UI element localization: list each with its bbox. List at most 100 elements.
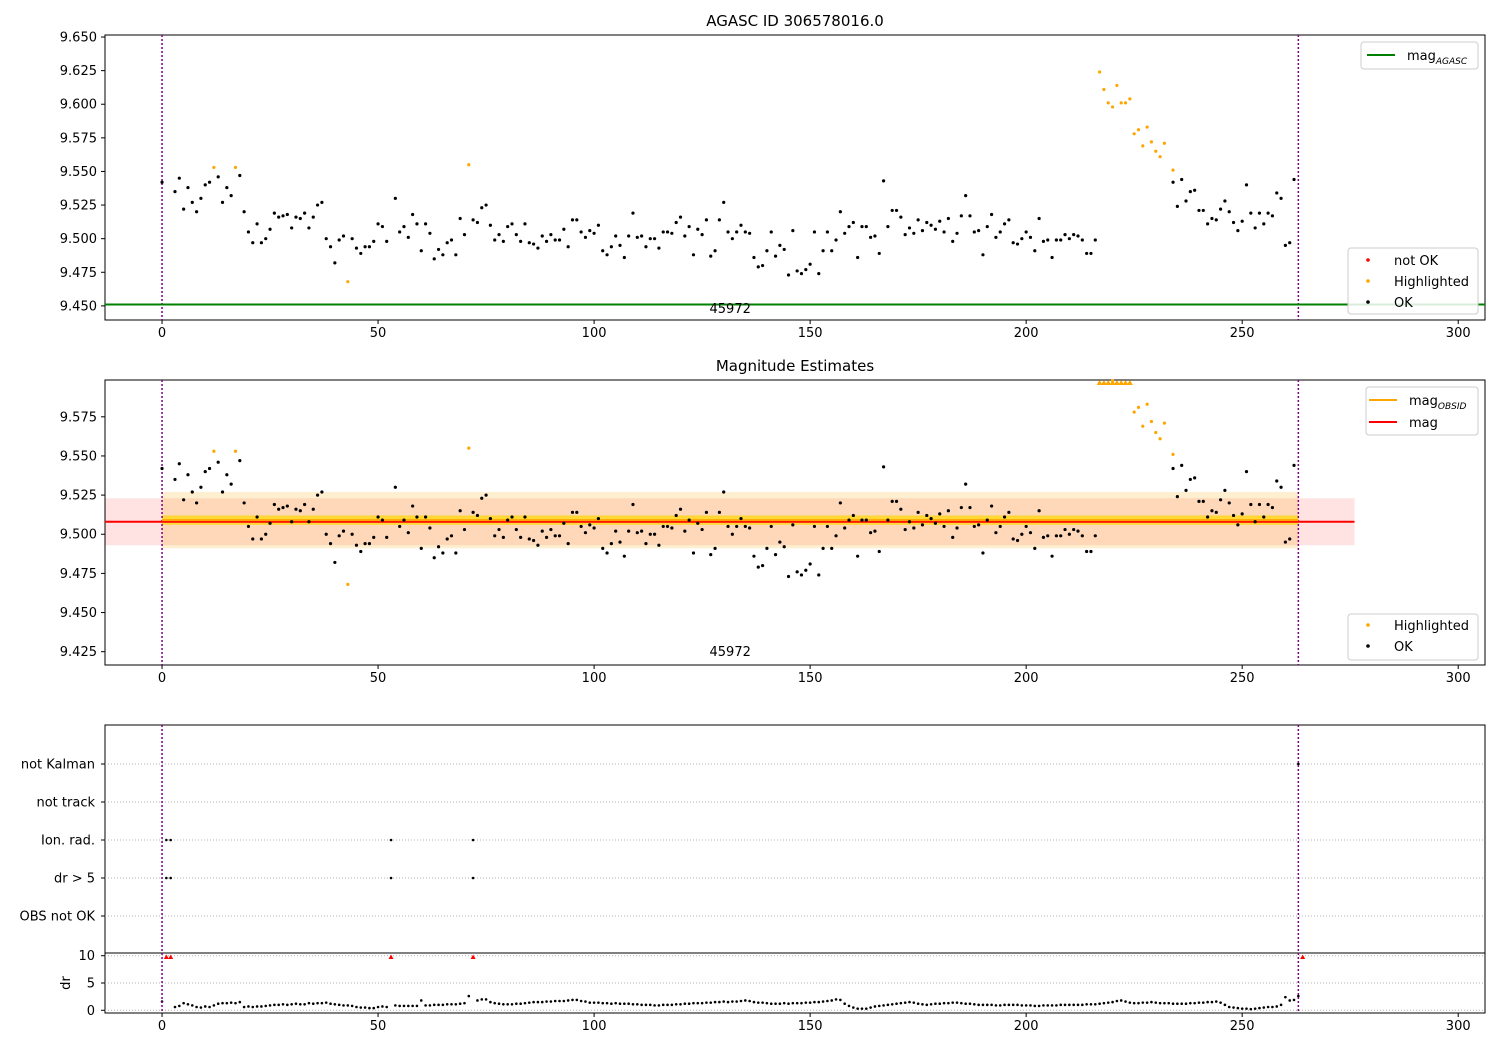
dr-point — [437, 1003, 440, 1007]
obsid-label: 45972 — [710, 302, 751, 317]
data-point-ok — [773, 553, 778, 557]
data-point-ok — [622, 255, 626, 260]
dr-point — [1206, 1000, 1209, 1004]
data-point-ok — [501, 535, 505, 539]
dr-point — [450, 1002, 453, 1006]
dr-point — [644, 1003, 648, 1007]
data-point-ok — [877, 251, 881, 256]
dr-point — [221, 1001, 224, 1005]
dr-point — [195, 1005, 198, 1009]
data-point-ok — [1244, 470, 1249, 474]
data-point-ok — [475, 220, 480, 225]
data-point-ok — [1059, 238, 1063, 242]
dr-point — [635, 1002, 639, 1006]
data-point-ok — [894, 208, 899, 213]
data-point-ok — [614, 529, 618, 533]
dr-point — [558, 999, 561, 1003]
dr-point — [1119, 999, 1123, 1002]
dr-point — [934, 1002, 937, 1006]
data-point-ok — [484, 493, 488, 497]
data-point-ok — [471, 218, 475, 222]
data-point-ok — [674, 220, 678, 225]
flag-point — [169, 876, 172, 880]
data-point-ok — [748, 526, 752, 530]
legend-marker-0 — [1366, 258, 1370, 262]
data-point-ok — [246, 524, 251, 529]
data-point-ok — [471, 510, 475, 514]
dr-point — [839, 998, 842, 1002]
data-point-ok — [864, 518, 868, 522]
dr-point — [1037, 1004, 1041, 1008]
dr-point — [562, 999, 566, 1003]
data-point-ok — [493, 238, 497, 242]
data-point-ok — [380, 224, 384, 229]
data-point-ok — [920, 229, 925, 233]
dr-point — [748, 999, 751, 1003]
dr-point — [1158, 1001, 1162, 1005]
data-point-ok — [229, 194, 233, 198]
data-point-ok — [925, 513, 929, 518]
dr-point — [247, 1005, 250, 1008]
dr-point — [268, 1004, 272, 1007]
dr-point — [912, 1001, 916, 1004]
dr-point — [882, 1004, 885, 1007]
data-point-ok — [251, 537, 255, 541]
data-point-ok — [454, 551, 458, 555]
data-point-ok — [445, 241, 449, 245]
data-point-ok — [786, 574, 791, 579]
dr-point — [324, 1001, 328, 1004]
data-point-ok — [575, 510, 579, 514]
dr-point — [718, 1000, 721, 1004]
data-point-ok — [778, 243, 782, 247]
data-point-ok — [173, 190, 177, 194]
data-point-ok — [592, 231, 596, 235]
data-point-ok — [1279, 485, 1283, 489]
data-point-ok — [847, 224, 851, 229]
x-tick-label: 150 — [798, 326, 823, 341]
dr-point — [1163, 1001, 1166, 1005]
clipped-point-marker — [1118, 380, 1125, 385]
data-point-highlighted — [1102, 87, 1106, 92]
data-point-ok — [514, 233, 518, 237]
dr-point — [286, 1003, 289, 1007]
data-point-ok — [843, 526, 847, 530]
data-point-ok — [640, 234, 644, 238]
data-point-ok — [462, 233, 467, 237]
dr-point — [804, 1001, 808, 1004]
data-point-ok — [527, 537, 531, 541]
dr-point — [173, 1005, 177, 1009]
flag-point — [1297, 762, 1300, 766]
data-point-ok — [285, 212, 289, 217]
data-point-ok — [1024, 230, 1028, 234]
legend-label-subscript: OBSID — [1438, 402, 1467, 412]
data-point-ok — [713, 249, 717, 253]
data-point-ok — [1002, 222, 1007, 226]
dr-point — [843, 1002, 846, 1006]
dr-point — [545, 1000, 548, 1003]
dr-point — [1184, 1002, 1188, 1006]
dr-point — [1214, 1000, 1218, 1003]
data-point-highlighted — [1141, 424, 1145, 428]
dr-point — [445, 1002, 449, 1006]
data-point-ok — [514, 527, 518, 532]
dr-point — [834, 998, 838, 1001]
legend-label-text: mag — [1409, 394, 1438, 409]
data-point-ok — [765, 546, 769, 550]
data-point-ok — [177, 462, 181, 466]
data-point-highlighted — [1132, 132, 1136, 136]
data-point-ok — [1024, 524, 1028, 529]
dr-point — [229, 1001, 233, 1004]
x-tick-label: 50 — [370, 326, 387, 341]
data-point-ok — [1180, 177, 1184, 182]
dr-point — [1141, 1001, 1145, 1004]
data-point-ok — [856, 255, 860, 260]
dr-point — [860, 1007, 864, 1010]
data-point-ok — [497, 527, 501, 532]
y-tick-label: 9.600 — [60, 98, 97, 113]
data-point-ok — [635, 531, 639, 535]
data-point-highlighted — [1128, 97, 1132, 101]
data-point-ok — [354, 543, 359, 547]
dr-point — [726, 1000, 730, 1004]
data-point-ok — [1076, 234, 1080, 238]
dr-point — [566, 999, 570, 1002]
